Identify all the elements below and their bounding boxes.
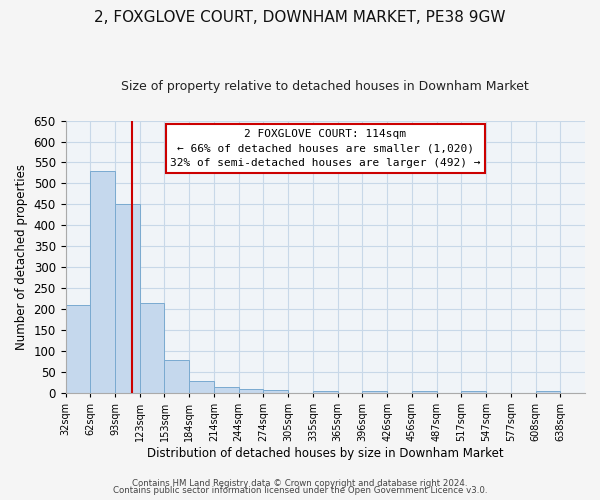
Bar: [239, 388, 263, 393]
Text: Contains HM Land Registry data © Crown copyright and database right 2024.: Contains HM Land Registry data © Crown c…: [132, 478, 468, 488]
Bar: [65, 305, 90, 393]
X-axis label: Distribution of detached houses by size in Downham Market: Distribution of detached houses by size …: [147, 447, 503, 460]
Bar: [189, 381, 214, 393]
Bar: [90, 171, 115, 393]
Bar: [263, 390, 288, 393]
Text: 2, FOXGLOVE COURT, DOWNHAM MARKET, PE38 9GW: 2, FOXGLOVE COURT, DOWNHAM MARKET, PE38 …: [94, 10, 506, 25]
Bar: [164, 360, 189, 393]
Bar: [461, 391, 486, 393]
Bar: [140, 303, 164, 393]
Title: Size of property relative to detached houses in Downham Market: Size of property relative to detached ho…: [121, 80, 529, 93]
Text: Contains public sector information licensed under the Open Government Licence v3: Contains public sector information licen…: [113, 486, 487, 495]
Bar: [362, 391, 387, 393]
Bar: [536, 391, 560, 393]
Y-axis label: Number of detached properties: Number of detached properties: [15, 164, 28, 350]
Bar: [313, 391, 338, 393]
Text: 2 FOXGLOVE COURT: 114sqm
← 66% of detached houses are smaller (1,020)
32% of sem: 2 FOXGLOVE COURT: 114sqm ← 66% of detach…: [170, 128, 481, 168]
Bar: [115, 204, 140, 393]
Bar: [214, 386, 239, 393]
Bar: [412, 391, 437, 393]
